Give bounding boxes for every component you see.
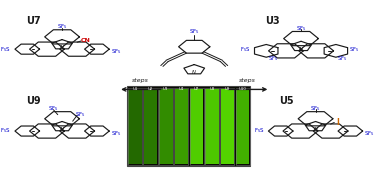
- Bar: [143, 88, 158, 165]
- Text: U4: U4: [178, 87, 184, 91]
- Text: SF$_5$: SF$_5$: [268, 54, 279, 63]
- Text: U3: U3: [163, 87, 169, 91]
- Text: SF$_5$: SF$_5$: [364, 130, 375, 138]
- Text: SF$_5$: SF$_5$: [337, 54, 347, 63]
- Text: U9: U9: [225, 87, 230, 91]
- Text: F$_5$S: F$_5$S: [240, 45, 251, 54]
- Text: SF$_5$: SF$_5$: [57, 23, 68, 31]
- Bar: [220, 88, 234, 165]
- Text: SF$_5$: SF$_5$: [76, 110, 86, 119]
- Text: U10: U10: [239, 87, 246, 91]
- Bar: [189, 87, 204, 165]
- Text: steps: steps: [132, 78, 149, 83]
- Bar: [236, 89, 249, 164]
- Text: U8: U8: [209, 87, 215, 91]
- Bar: [220, 87, 234, 165]
- Text: U7: U7: [194, 87, 199, 91]
- Text: U9: U9: [26, 96, 40, 106]
- Text: U2: U2: [148, 87, 153, 91]
- Text: U1: U1: [132, 87, 138, 91]
- Bar: [128, 87, 142, 165]
- Bar: [205, 88, 219, 165]
- Text: F$_5$S: F$_5$S: [254, 127, 265, 136]
- Text: SF$_5$: SF$_5$: [310, 104, 321, 113]
- Bar: [175, 89, 188, 164]
- Text: U3: U3: [265, 16, 279, 26]
- Bar: [205, 89, 219, 164]
- Bar: [189, 88, 204, 165]
- Text: N: N: [192, 70, 196, 75]
- Text: N: N: [314, 127, 318, 132]
- Bar: [174, 88, 188, 165]
- Text: N: N: [60, 45, 64, 50]
- Bar: [128, 88, 142, 165]
- Text: SF$_5$: SF$_5$: [349, 45, 360, 54]
- Text: U5: U5: [279, 96, 294, 106]
- Text: N: N: [299, 47, 303, 52]
- Text: SF$_5$: SF$_5$: [111, 130, 122, 138]
- Text: SF$_5$: SF$_5$: [111, 48, 122, 56]
- Bar: [236, 87, 250, 165]
- Text: I: I: [336, 117, 339, 127]
- Bar: [236, 88, 250, 165]
- Text: SF$_5$: SF$_5$: [48, 104, 59, 113]
- Bar: [205, 87, 219, 165]
- Bar: [144, 89, 157, 164]
- Bar: [143, 87, 158, 165]
- Text: N: N: [60, 127, 64, 132]
- FancyBboxPatch shape: [127, 86, 250, 166]
- Bar: [221, 89, 234, 164]
- Text: SF$_5$: SF$_5$: [189, 28, 200, 36]
- Text: steps: steps: [239, 78, 256, 83]
- Bar: [129, 89, 142, 164]
- Text: CN: CN: [81, 38, 91, 43]
- Bar: [159, 87, 173, 165]
- Bar: [159, 88, 173, 165]
- Bar: [190, 89, 203, 164]
- Text: F$_5$S: F$_5$S: [0, 127, 11, 136]
- Text: F$_5$S: F$_5$S: [0, 45, 11, 54]
- Bar: [159, 89, 172, 164]
- Text: U7: U7: [26, 16, 40, 26]
- Text: SF$_5$: SF$_5$: [296, 24, 307, 33]
- Bar: [174, 87, 188, 165]
